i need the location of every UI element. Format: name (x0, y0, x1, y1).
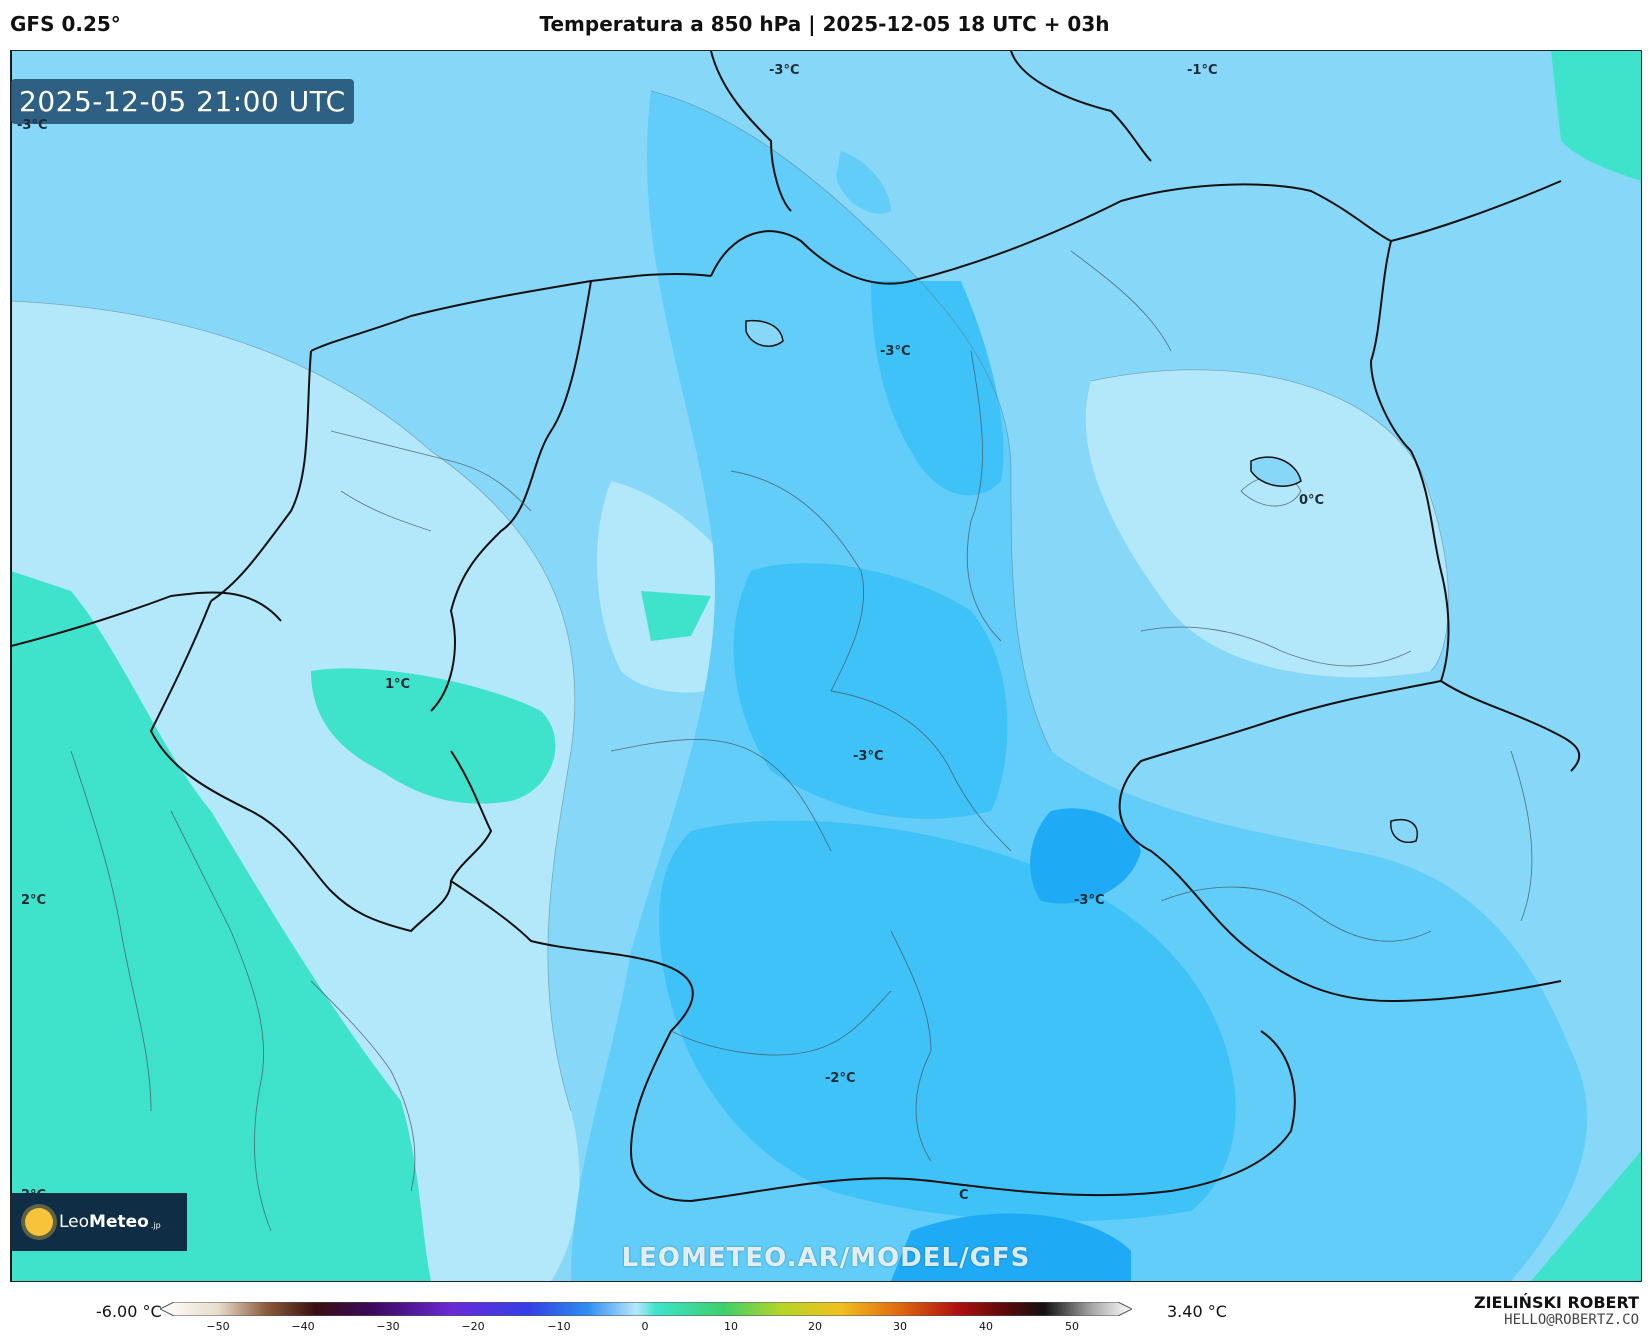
legend-tick: 40 (979, 1320, 993, 1333)
legend-tick: 0 (641, 1320, 649, 1333)
band-minus4-alps (891, 1213, 1131, 1281)
band-minus4-spot (1030, 808, 1141, 904)
logo-text: LeoMeteo (59, 1212, 149, 1232)
temperature-label: -2°C (825, 1071, 856, 1086)
logo-suffix: .jp (150, 1220, 161, 1230)
band-zero-east (1085, 369, 1449, 678)
temperature-label: 1°C (385, 677, 411, 692)
valid-time-badge: 2025-12-05 21:00 UTC (11, 79, 354, 124)
model-url-watermark: LEOMETEO.AR/MODEL/GFS (621, 1243, 1031, 1273)
author-credit: ZIELIŃSKI ROBERT HELLO@ROBERTZ.CO (1474, 1293, 1639, 1328)
author-name: ZIELIŃSKI ROBERT (1473, 1293, 1639, 1312)
leometeo-logo: LeoMeteo .jp (11, 1193, 187, 1251)
temperature-label: -3°C (769, 63, 800, 78)
color-legend: -6.00 °C (0, 1290, 1649, 1338)
temperature-label: -3°C (880, 344, 911, 359)
band-warm-se (1531, 1151, 1641, 1281)
author-email[interactable]: HELLO@ROBERTZ.CO (1504, 1312, 1639, 1328)
band-minus3-north (871, 281, 1004, 496)
band-minus2-sea (836, 151, 891, 214)
temperature-label: -3°C (1074, 893, 1105, 908)
temperature-map[interactable]: 2025-12-05 21:00 UTC -3°C -3°C -1°C -3°C… (10, 50, 1642, 1282)
legend-tick: 20 (808, 1320, 822, 1333)
temperature-label: -3°C (17, 118, 48, 133)
legend-ticks: −50 −40 −30 −20 −10 0 10 20 30 40 50 (0, 1320, 1649, 1338)
legend-colorbar (160, 1302, 1132, 1316)
temperature-label: -3°C (853, 749, 884, 764)
isotherms (11, 90, 1449, 1112)
band-warm-center (311, 668, 556, 804)
band-warm-ne (1551, 51, 1641, 181)
legend-tick: 30 (893, 1320, 907, 1333)
legend-tick: −10 (547, 1320, 571, 1333)
legend-tick: 10 (724, 1320, 738, 1333)
band-warm-spot (641, 591, 711, 641)
chart-title: Temperatura a 850 hPa | 2025-12-05 18 UT… (539, 12, 1110, 36)
temperature-label: 2°C (21, 893, 47, 908)
map-canvas (11, 51, 1641, 1281)
legend-tick: 50 (1065, 1320, 1079, 1333)
sun-icon (25, 1208, 53, 1236)
legend-min-value: -6.00 °C (96, 1302, 162, 1321)
legend-tick: −50 (206, 1320, 230, 1333)
temperature-label: C (959, 1188, 969, 1203)
model-name: GFS 0.25° (10, 12, 121, 36)
temperature-label: 0°C (1299, 493, 1325, 508)
lakes (745, 319, 1418, 843)
band-minus3-south (659, 820, 1236, 1222)
legend-tick: −20 (461, 1320, 485, 1333)
band-warm-west (11, 571, 431, 1281)
admin-borders (70, 250, 1533, 1232)
legend-tick: −40 (291, 1320, 315, 1333)
national-borders (11, 51, 1581, 1281)
temperature-label: -1°C (1187, 63, 1218, 78)
band-minus3-central (733, 563, 1008, 819)
legend-tick: −30 (376, 1320, 400, 1333)
legend-max-value: 3.40 °C (1167, 1302, 1227, 1321)
